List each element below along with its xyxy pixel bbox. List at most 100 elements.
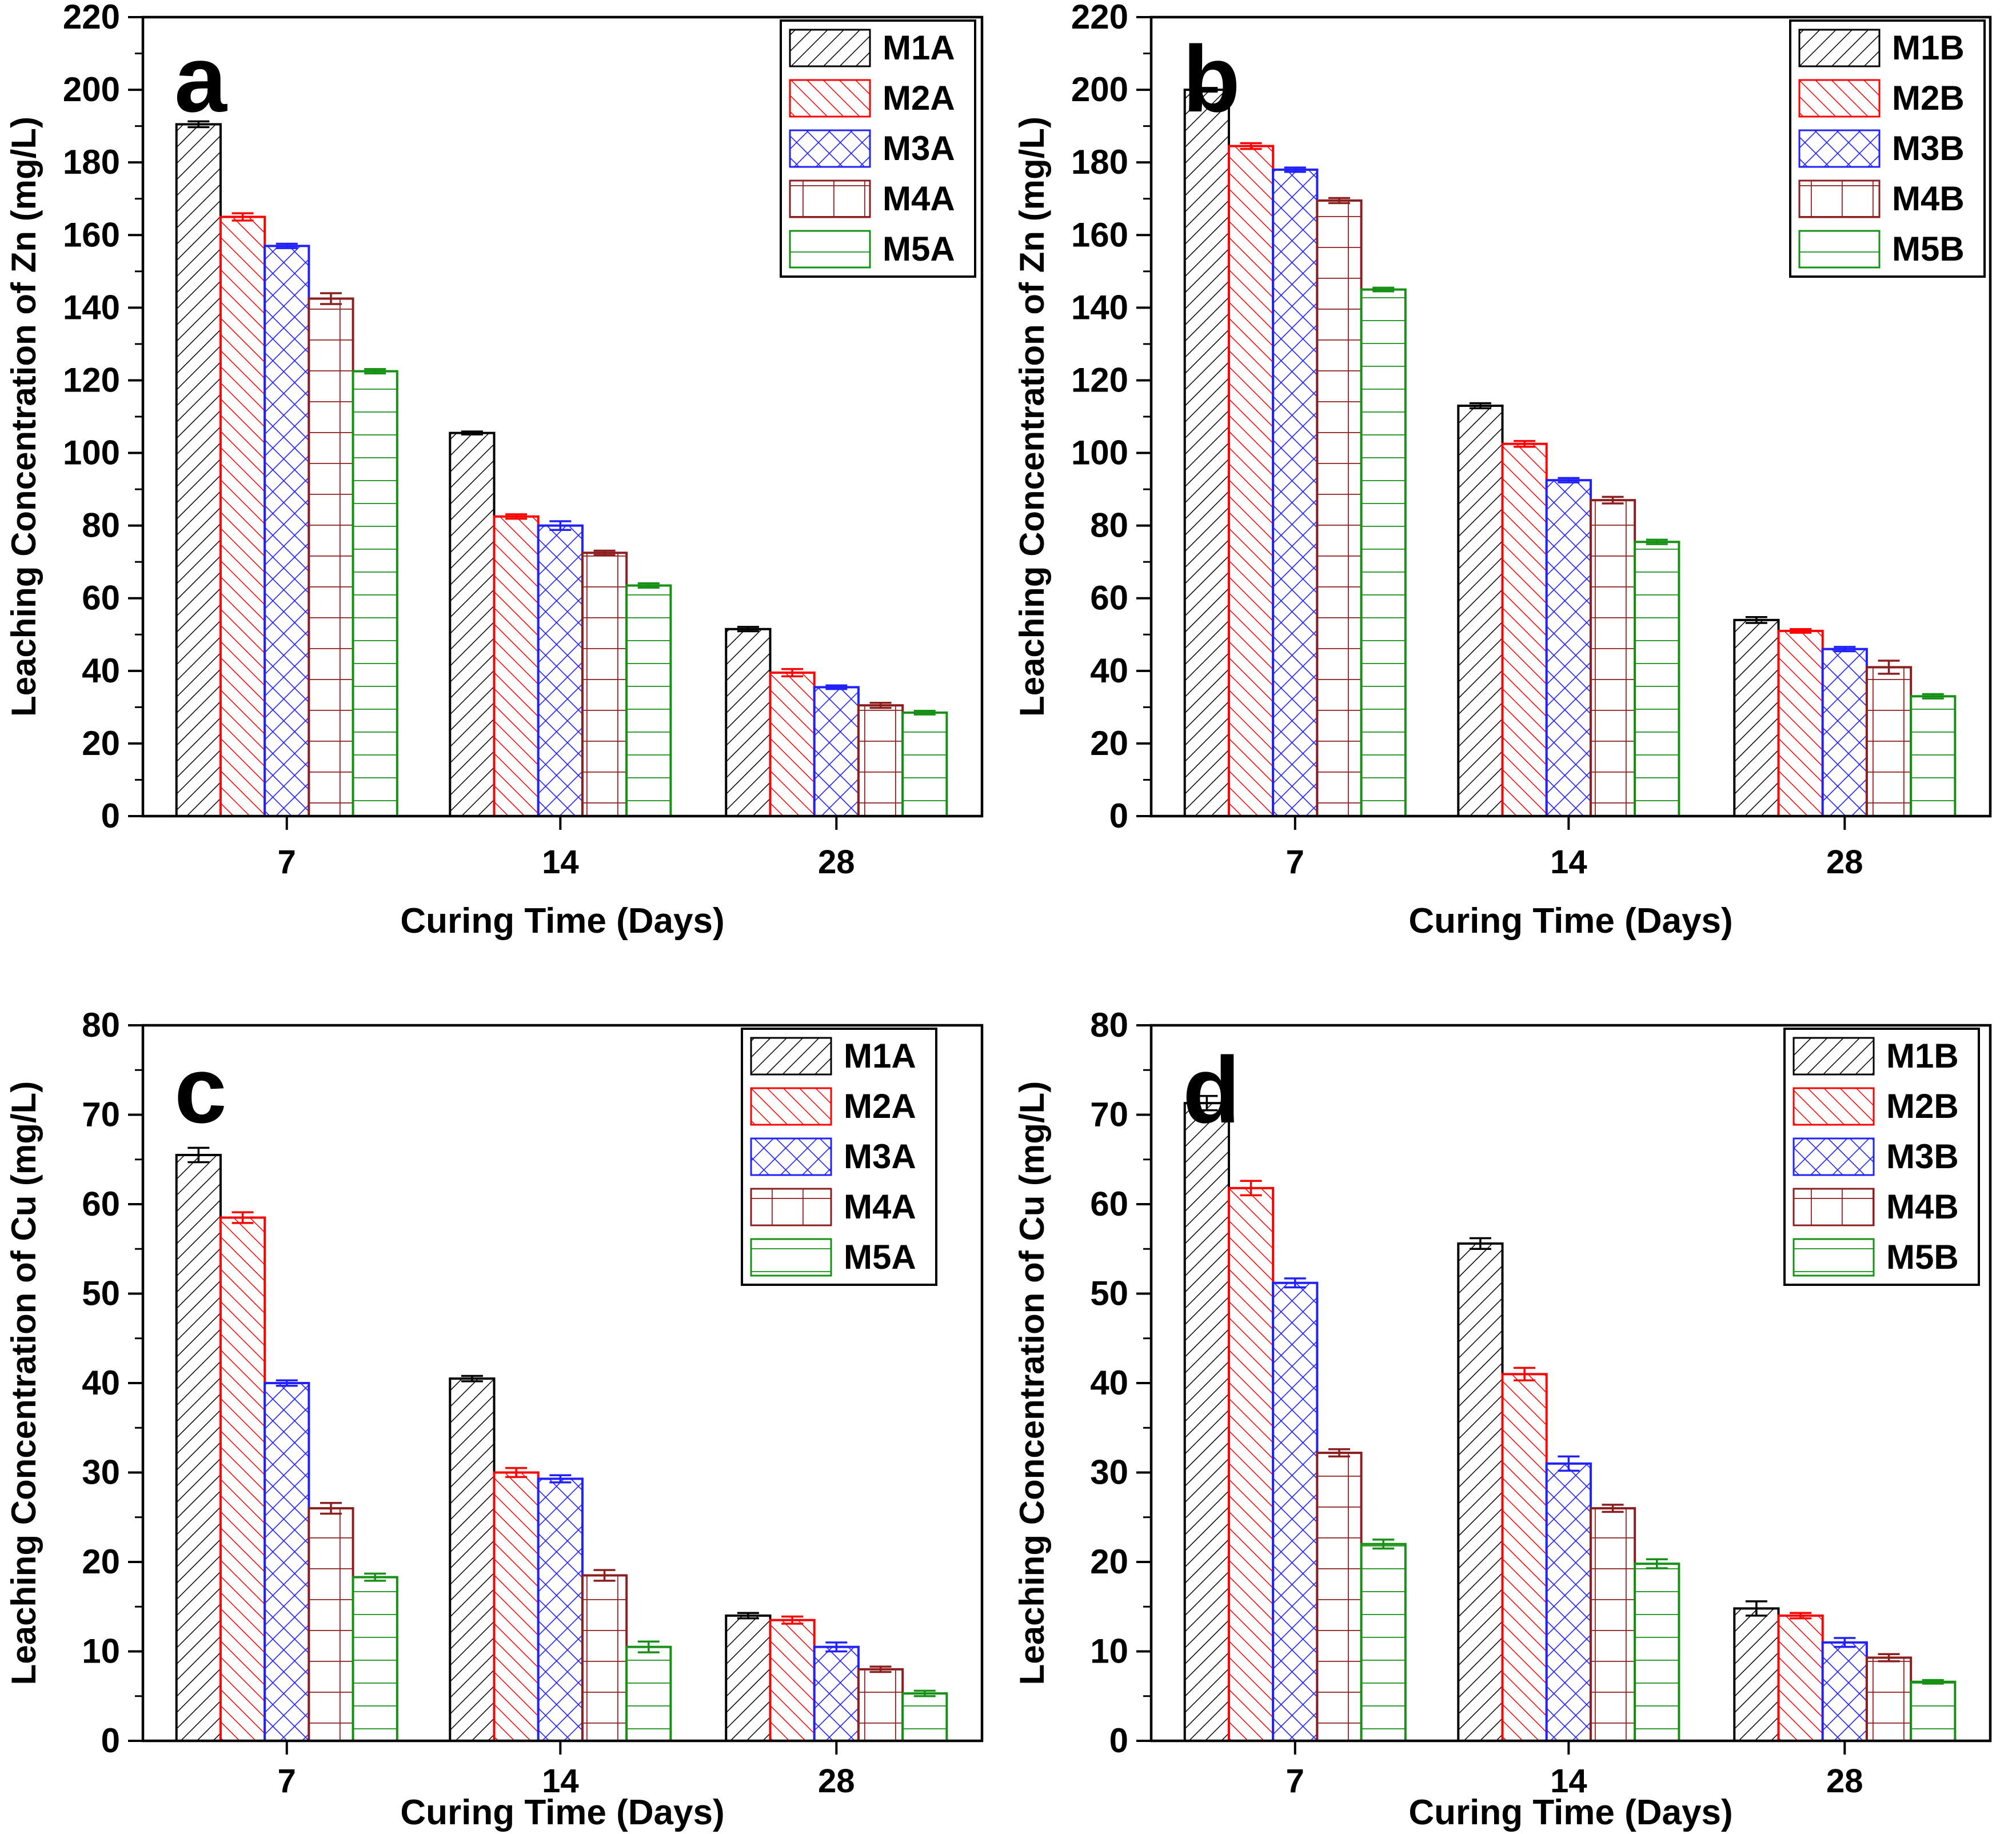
y-tick-label: 0 — [101, 1721, 120, 1760]
legend-swatch-crosshatch-icon — [1798, 129, 1881, 168]
bar-M3B-day14 — [1545, 479, 1592, 817]
bar-M4A-day14 — [581, 552, 628, 818]
error-bar-M4B-day7 — [1328, 1448, 1350, 1458]
error-bar-M3A-day7 — [276, 242, 298, 249]
legend-label: M2B — [1886, 1087, 1959, 1125]
bar-M2A-day7 — [219, 215, 266, 817]
bar-M3B-day28 — [1821, 1641, 1868, 1742]
legend-label: M3B — [1892, 129, 1965, 167]
legend: M1B M2B M3B M4B M5B — [1789, 19, 1986, 278]
error-bar-M2B-day14 — [1514, 1366, 1536, 1382]
x-axis-title: Curing Time (Days) — [400, 901, 724, 941]
bar-M2A-day14 — [493, 515, 540, 817]
legend-label: M4A — [883, 179, 955, 218]
legend-label: M5A — [883, 230, 955, 268]
legend-swatch-horizontal-lines-icon — [750, 1238, 832, 1277]
chart-panel-a: 0 20 40 60 80 100 120 140 160 180 200 220 7 14 28 Curin… — [5, 0, 984, 941]
error-bar-M5B-day28 — [1922, 1679, 1944, 1685]
panel-d-cu-series-B: 0 10 20 30 40 50 60 70 80 7 14 28 Curing Time (Days)… — [1008, 951, 2016, 1834]
error-bar-M1B-day7 — [1196, 1094, 1218, 1112]
error-bar-M4A-day7 — [320, 1501, 342, 1515]
error-bar-M1A-day14 — [461, 430, 483, 435]
y-tick-label: 200 — [63, 70, 120, 109]
y-tick-label: 20 — [82, 1543, 120, 1581]
chart-panel-d: 0 10 20 30 40 50 60 70 80 7 14 28 Curing Time (Days)… — [1013, 1006, 1992, 1832]
legend-label: M5A — [844, 1238, 916, 1276]
bar-M3B-day7 — [1272, 168, 1319, 818]
bar-M1B-day14 — [1457, 1242, 1504, 1742]
legend-label: M3B — [1886, 1137, 1959, 1176]
y-tick-label: 20 — [1090, 724, 1128, 762]
y-tick-label: 100 — [63, 434, 120, 472]
y-axis-title: Leaching Concentration of Cu (mg/L) — [1013, 1081, 1051, 1685]
bar-M2B-day28 — [1777, 629, 1824, 818]
error-bar-M3B-day14 — [1558, 477, 1580, 484]
legend-swatch-diagonal-up-hatch-icon — [789, 29, 871, 67]
error-bar-M4B-day28 — [1878, 660, 1900, 675]
y-tick-label: 100 — [1071, 434, 1128, 472]
error-bar-M3A-day28 — [825, 684, 848, 690]
error-bar-M1A-day7 — [187, 1146, 210, 1164]
legend-label: M4A — [844, 1188, 916, 1226]
y-tick-label: 40 — [82, 652, 120, 690]
error-bar-M3B-day28 — [1834, 1637, 1856, 1648]
bar-M4A-day7 — [308, 1507, 354, 1742]
error-bar-M1B-day28 — [1745, 1600, 1767, 1617]
y-tick-label: 10 — [82, 1632, 120, 1671]
y-tick-label: 50 — [1090, 1274, 1128, 1313]
error-bar-M5A-day14 — [637, 1640, 660, 1653]
legend-label: M4B — [1892, 179, 1965, 218]
bar-M2B-day7 — [1227, 1186, 1275, 1742]
error-bar-M1B-day14 — [1469, 402, 1491, 410]
panel-letter: c — [174, 1037, 227, 1142]
legend-item-M1B: M1B — [1798, 29, 1965, 67]
y-tick-label: 20 — [1090, 1543, 1128, 1581]
legend-item-M3B: M3B — [1793, 1137, 1959, 1176]
error-bar-M5A-day28 — [913, 709, 936, 716]
bar-M1A-day7 — [175, 1153, 222, 1742]
bar-M5B-day14 — [1634, 541, 1680, 817]
error-bar-M2B-day28 — [1790, 628, 1812, 634]
legend-swatch-horizontal-lines-icon — [1798, 230, 1881, 269]
error-bar-M1B-day7 — [1196, 87, 1218, 93]
y-tick-label: 50 — [82, 1274, 120, 1313]
y-tick-label: 80 — [82, 1006, 120, 1044]
legend-item-M5A: M5A — [789, 230, 955, 269]
y-tick-label: 160 — [1071, 215, 1128, 254]
legend-swatch-grid-hatch-icon — [789, 179, 871, 218]
x-axis-title: Curing Time (Days) — [1408, 901, 1732, 941]
error-bar-M1A-day7 — [187, 120, 210, 129]
y-tick-label: 60 — [1090, 1185, 1128, 1223]
error-bar-M5B-day28 — [1922, 693, 1944, 700]
error-bar-M3A-day7 — [276, 1379, 298, 1387]
bar-M4A-day28 — [857, 1668, 904, 1743]
bar-M4B-day14 — [1589, 1507, 1636, 1742]
panel-b-zn-series-B: 0 20 40 60 80 100 120 140 160 180 200 220 7 14 28 Curin… — [1008, 0, 2016, 951]
error-bar-M5A-day7 — [364, 368, 386, 375]
bar-M4A-day14 — [581, 1574, 628, 1742]
bar-M5A-day28 — [901, 711, 948, 818]
y-tick-label: 60 — [82, 579, 120, 617]
x-tick-label: 7 — [1286, 1763, 1304, 1800]
error-bar-M5B-day14 — [1646, 1558, 1668, 1569]
bar-M5B-day14 — [1634, 1563, 1680, 1742]
error-bar-M4A-day14 — [593, 1569, 616, 1582]
legend-item-M4B: M4B — [1798, 179, 1965, 218]
legend-item-M1B: M1B — [1793, 1037, 1959, 1076]
legend-swatch-horizontal-lines-icon — [789, 230, 871, 269]
bar-M4B-day7 — [1316, 199, 1363, 817]
bar-M3A-day28 — [813, 1645, 860, 1743]
legend: M1A M2A M3A M4A M5A — [780, 19, 976, 278]
error-bar-M2A-day7 — [231, 1211, 254, 1224]
y-tick-label: 10 — [1090, 1632, 1128, 1671]
y-tick-label: 0 — [1109, 1721, 1128, 1760]
legend-swatch-grid-hatch-icon — [750, 1188, 832, 1226]
error-bar-M2A-day7 — [231, 212, 254, 222]
error-bar-M2A-day28 — [781, 1615, 804, 1625]
legend-swatch-diagonal-up-hatch-icon — [1793, 1037, 1875, 1076]
y-tick-label: 70 — [82, 1096, 120, 1134]
bar-M2B-day14 — [1501, 1373, 1548, 1742]
bar-M1A-day14 — [449, 1377, 496, 1742]
legend-swatch-diagonal-down-hatch-icon — [789, 79, 871, 118]
error-bar-M4A-day28 — [869, 701, 892, 709]
